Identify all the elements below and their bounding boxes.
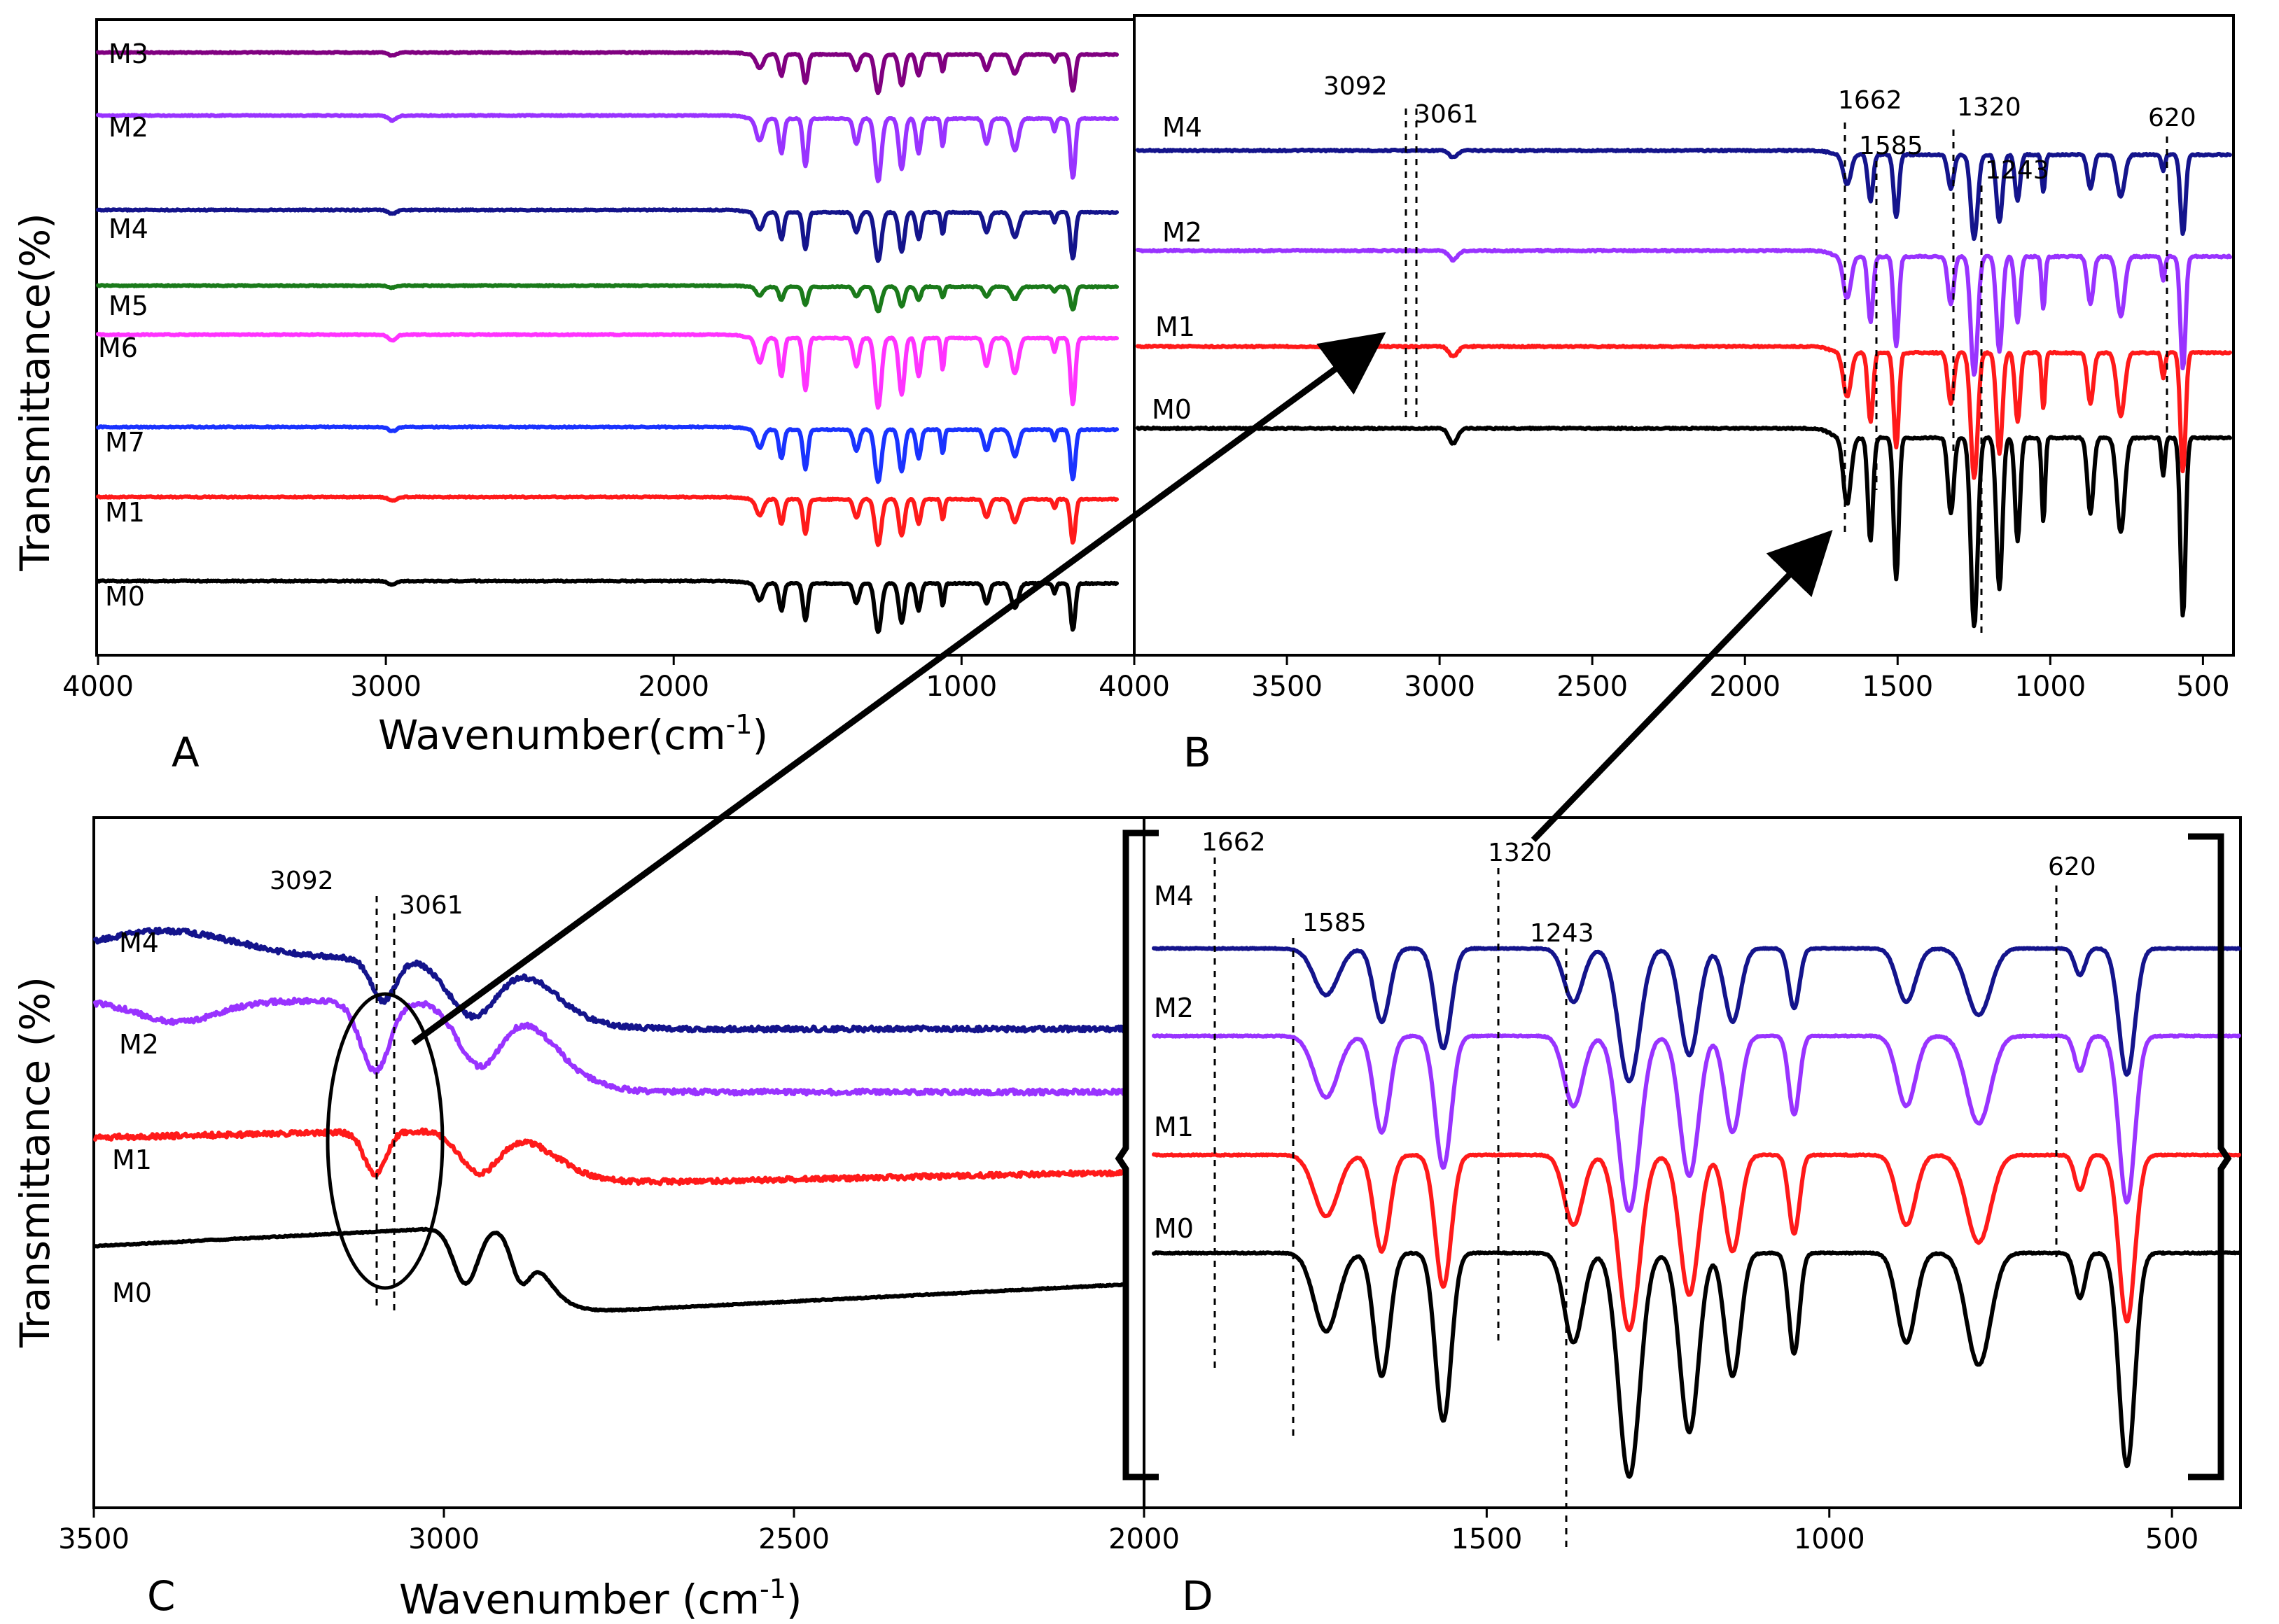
- tick-label: 3500: [1251, 671, 1323, 703]
- series-label-m2: M2: [119, 1029, 159, 1060]
- panel-label-d: D: [1182, 1572, 1213, 1620]
- trace-m2: [96, 113, 1119, 183]
- trace-m4: [96, 207, 1119, 263]
- trace-m3: [96, 50, 1119, 95]
- panel-b-traces: [1136, 147, 2232, 629]
- peak-label-c: 3061: [399, 891, 464, 920]
- series-label-m4: M4: [109, 214, 148, 244]
- tick-label: 3000: [1404, 671, 1475, 703]
- panel-b-frame: [1133, 14, 2235, 657]
- right-bracket: [2188, 833, 2232, 1480]
- peak-label-b: 620: [2148, 104, 2196, 132]
- trace-m0: [1136, 425, 2232, 629]
- tick-label: 2000: [1709, 671, 1780, 703]
- series-label-m4: M4: [119, 927, 159, 958]
- panel-label-c: C: [147, 1572, 176, 1620]
- series-label-m1: M1: [1155, 312, 1195, 342]
- series-label-m0: M0: [1154, 1213, 1194, 1244]
- series-label-m0: M0: [1152, 394, 1192, 425]
- trace-c-m4: [93, 926, 1127, 1034]
- peak-label-b: 1243: [1985, 156, 2049, 185]
- panel-label-a: A: [172, 729, 200, 776]
- trace-m5: [96, 283, 1119, 314]
- trace-m4: [1136, 147, 2232, 241]
- series-label-m2: M2: [1154, 993, 1194, 1023]
- trace-c-m0: [93, 1226, 1127, 1313]
- panel-a-traces: [96, 50, 1119, 634]
- arrow-d-to-b: [1531, 530, 1833, 843]
- series-label-m2: M2: [109, 112, 148, 143]
- peak-label-b: 1662: [1838, 86, 1902, 115]
- peak-label-d: 620: [2048, 853, 2096, 881]
- series-label-m1: M1: [1154, 1112, 1194, 1142]
- panel-d-frame: [1143, 816, 2242, 1509]
- series-label-m2: M2: [1162, 217, 1202, 248]
- panel-c-xlabel: Wavenumber (cm-1): [399, 1574, 802, 1623]
- peak-label-d: 1320: [1488, 839, 1552, 867]
- panel-ab-xlabel: Wavenumber(cm-1): [378, 709, 768, 759]
- tick-label: 4000: [1099, 671, 1170, 703]
- trace-d-m4: [1152, 946, 2241, 1084]
- series-label-m5: M5: [109, 290, 148, 321]
- tick-label: 2500: [758, 1523, 830, 1555]
- tick-label: 1000: [1794, 1523, 1865, 1555]
- tick-label: 1500: [1862, 671, 1933, 703]
- trace-d-m2: [1152, 1033, 2241, 1213]
- trace-m1: [96, 494, 1119, 547]
- series-label-m4: M4: [1162, 112, 1202, 143]
- panel-c-traces: [93, 926, 1127, 1313]
- trace-d-m0: [1152, 1250, 2241, 1479]
- tick-label: 1000: [2014, 671, 2086, 703]
- panel-a-ylabel: Transmittance(%): [11, 213, 59, 572]
- peak-label-d: 1662: [1201, 828, 1266, 857]
- tick-label: 2500: [1556, 671, 1628, 703]
- tick-label: 2000: [1108, 1523, 1180, 1555]
- panel-c-frame: [92, 816, 1145, 1509]
- peak-label-b: 3092: [1323, 72, 1388, 101]
- tick-label: 3500: [58, 1523, 130, 1555]
- trace-m7: [96, 424, 1119, 484]
- trace-c-m2: [93, 996, 1127, 1097]
- panel-label-b: B: [1183, 729, 1211, 776]
- arrow-c-to-b: [411, 332, 1386, 1046]
- series-label-m3: M3: [109, 38, 148, 69]
- series-label-m1: M1: [112, 1144, 152, 1175]
- trace-d-m1: [1152, 1152, 2241, 1333]
- trace-m6: [96, 332, 1119, 410]
- tick-label: 500: [2176, 671, 2229, 703]
- series-label-m7: M7: [105, 427, 145, 458]
- tick-label: 500: [2145, 1523, 2198, 1555]
- tick-label: 1500: [1451, 1523, 1522, 1555]
- peak-label-c: 3092: [270, 867, 334, 895]
- series-label-m6: M6: [98, 332, 138, 363]
- trace-m1: [1136, 343, 2232, 480]
- panel-c-ylabel: Transmittance (%): [11, 976, 59, 1348]
- peak-guides: [375, 108, 2168, 1550]
- trace-m0: [96, 578, 1119, 634]
- panel-d-traces: [1152, 946, 2241, 1479]
- series-label-m4: M4: [1154, 881, 1194, 911]
- peak-label-d: 1585: [1302, 909, 1367, 937]
- tick-label: 3000: [408, 1523, 480, 1555]
- tick-label: 2000: [638, 671, 709, 703]
- trace-c-m1: [93, 1127, 1127, 1186]
- highlight-ellipse: [326, 992, 445, 1290]
- peak-label-b: 1320: [1957, 93, 2021, 122]
- peak-label-d: 1243: [1530, 919, 1594, 948]
- axis-ticks: 4000 3000 2000 1000 4000 3500 3000 2500 2000 1500…: [58, 655, 2230, 1555]
- series-label-m0: M0: [112, 1278, 152, 1308]
- tick-label: 1000: [926, 671, 997, 703]
- trace-m2: [1136, 247, 2232, 377]
- series-label-m0: M0: [105, 581, 145, 612]
- tick-label: 3000: [350, 671, 421, 703]
- tick-label: 4000: [62, 671, 134, 703]
- peak-label-b: 1585: [1859, 132, 1923, 160]
- series-label-m1: M1: [105, 497, 145, 528]
- left-bracket: [1115, 830, 1159, 1480]
- peak-label-b: 3061: [1414, 100, 1479, 129]
